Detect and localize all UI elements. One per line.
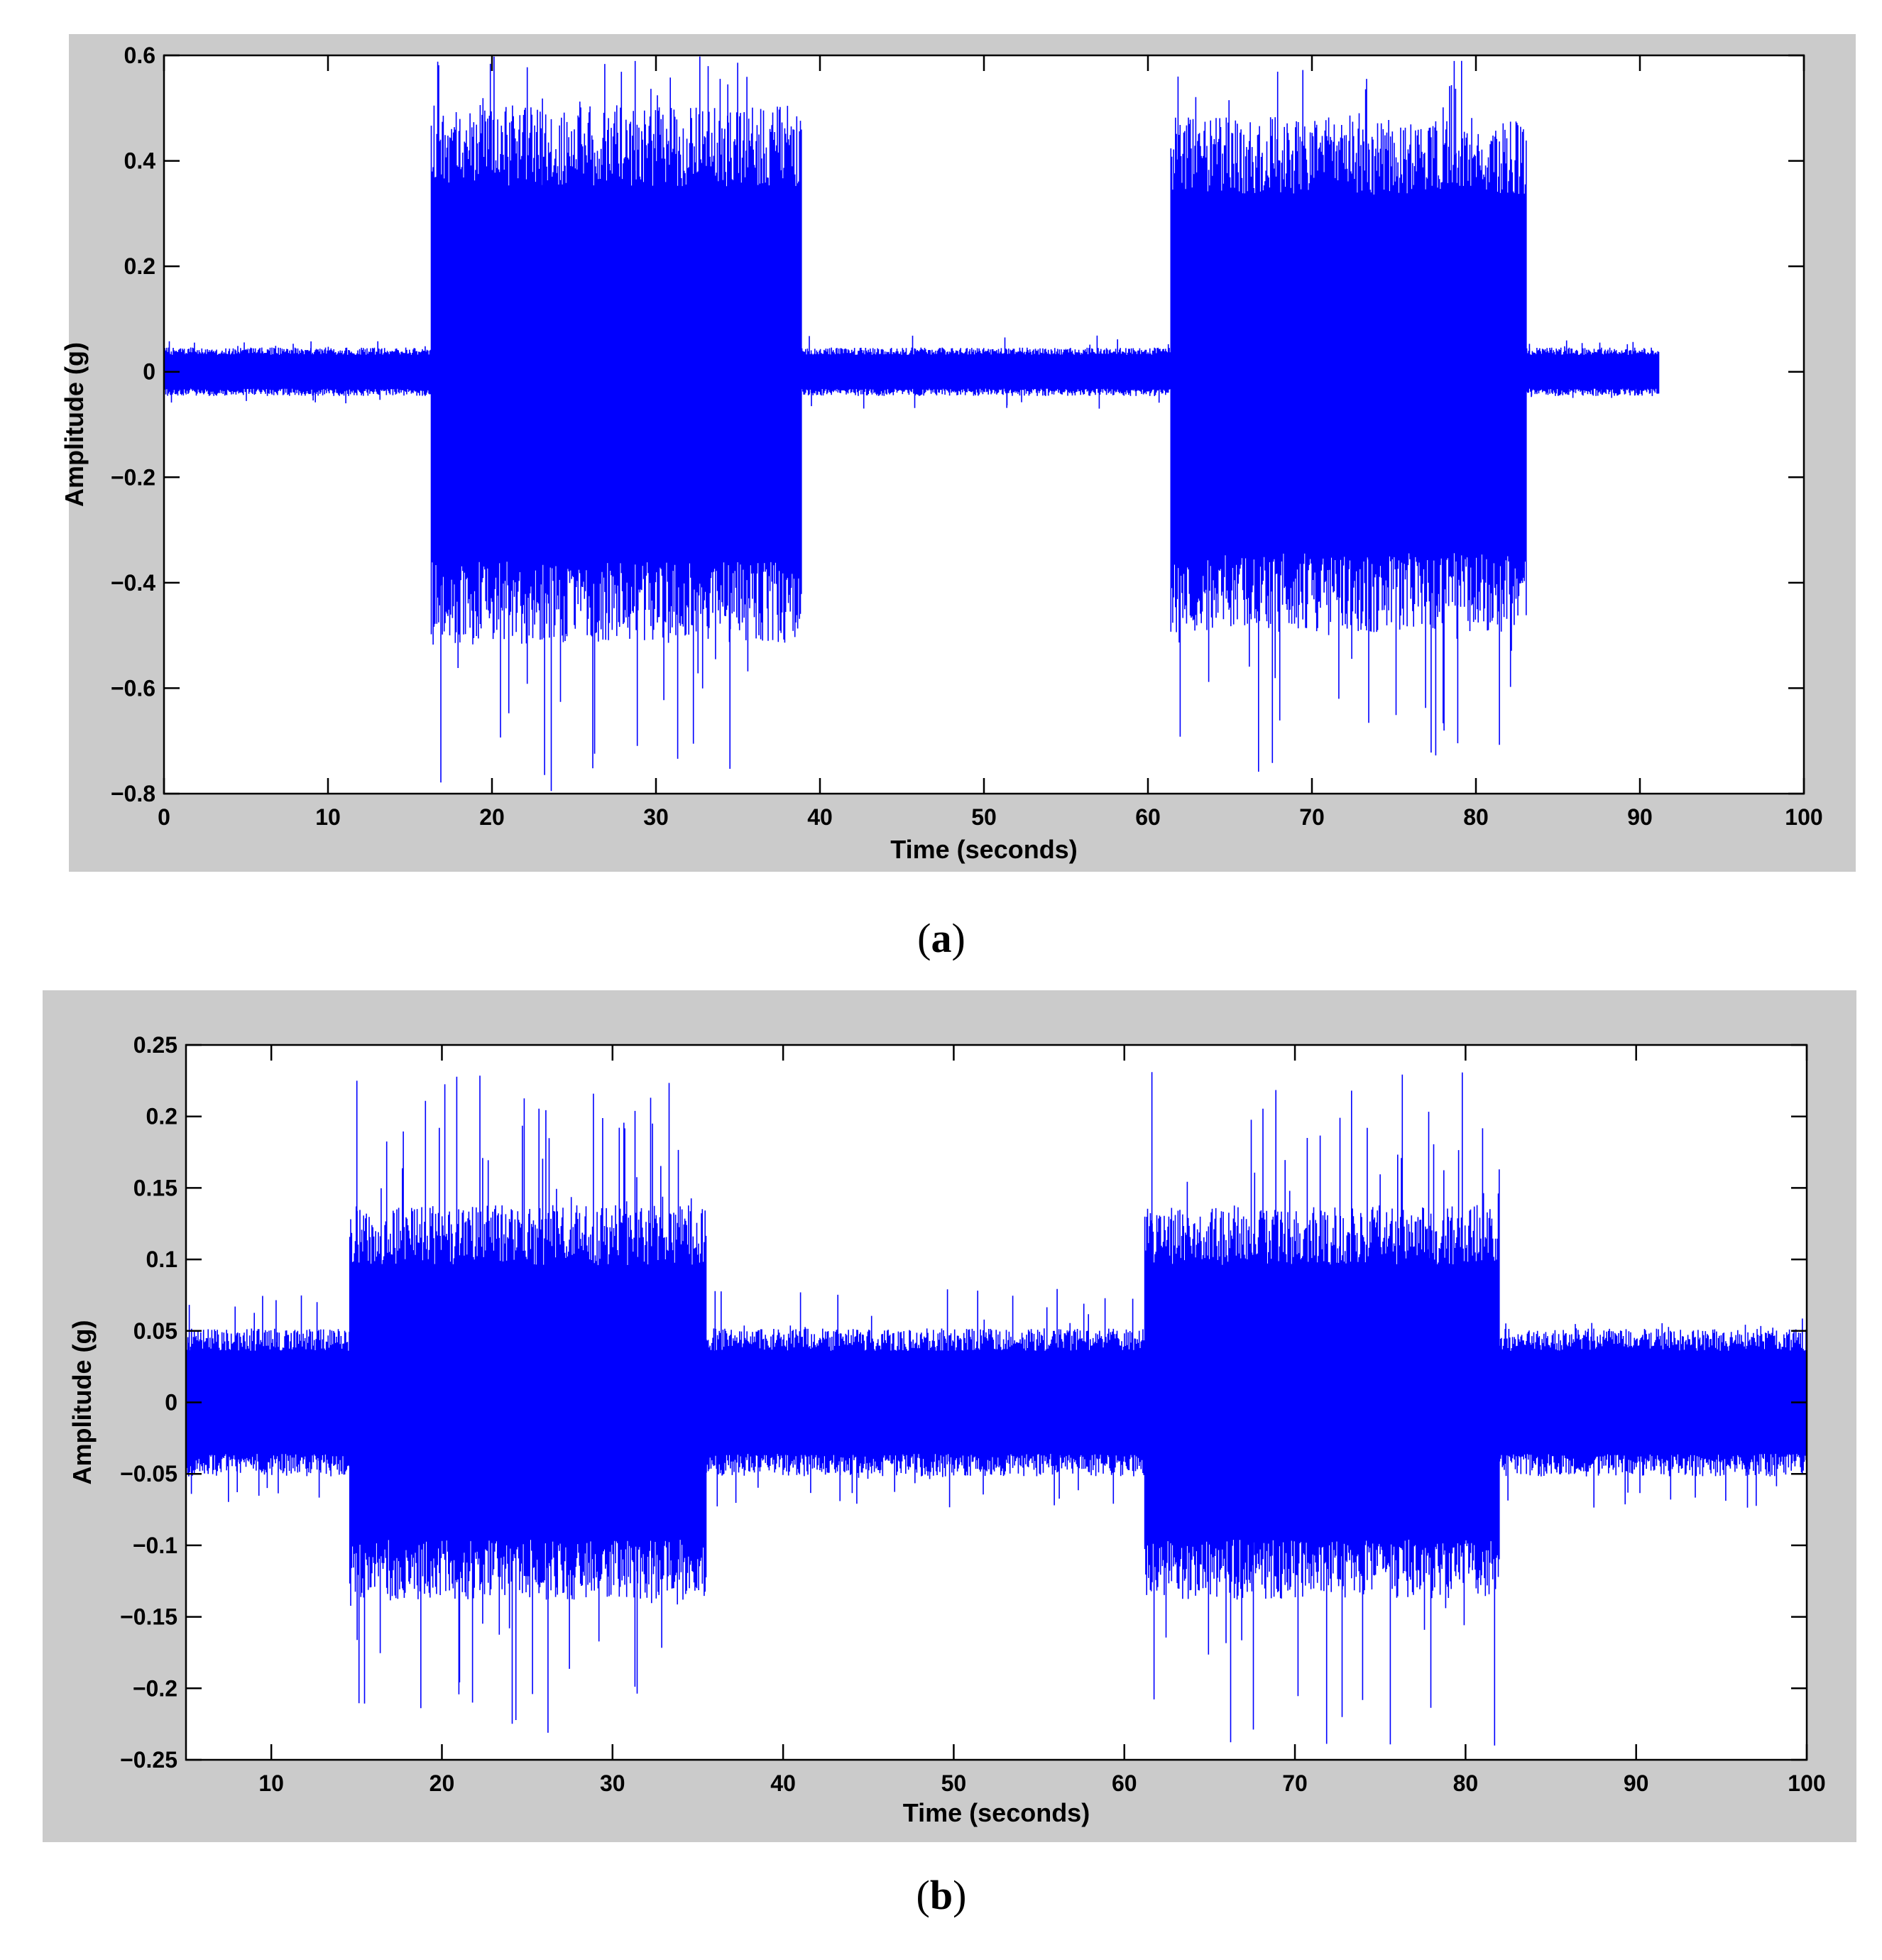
y-tick-label: 0.2 (146, 1104, 177, 1129)
x-tick-label: 10 (258, 1770, 284, 1796)
x-tick-label: 70 (1299, 804, 1325, 830)
y-tick-label: 0.25 (133, 1032, 177, 1058)
y-tick-label: −0.4 (111, 570, 155, 596)
panel-a-caption: (a) (917, 915, 965, 961)
y-tick-label: −0.6 (111, 675, 155, 701)
y-tick-label: −0.8 (111, 781, 155, 806)
y-tick-label: 0.1 (146, 1247, 177, 1272)
x-tick-label: 80 (1463, 804, 1489, 830)
plot-area (164, 55, 1804, 794)
x-tick-label: 40 (807, 804, 833, 830)
x-tick-label: 90 (1624, 1770, 1649, 1796)
x-tick-label: 40 (770, 1770, 796, 1796)
x-tick-label: 0 (158, 804, 170, 830)
signal-series (164, 56, 1660, 792)
y-tick-label: −0.2 (133, 1675, 177, 1701)
y-tick-label: 0 (165, 1390, 177, 1416)
y-tick-label: 0 (143, 359, 155, 385)
y-tick-label: 0.4 (124, 148, 156, 174)
x-tick-label: 10 (315, 804, 341, 830)
y-tick-label: 0.6 (124, 43, 155, 68)
x-axis-label: Time (seconds) (903, 1798, 1090, 1827)
x-tick-label: 30 (643, 804, 669, 830)
panel-b-chart: 10 20 30 40 50 60 70 80 90 100 0.25 0.2 0.15 0.1 0.05 0… (67, 1032, 1826, 1827)
y-tick-label: −0.25 (120, 1747, 177, 1773)
x-tick-label: 20 (430, 1770, 455, 1796)
x-tick-label: 60 (1135, 804, 1161, 830)
panel-a-chart: 0 10 20 30 40 50 60 70 80 90 100 0.6 0.4 0.2 0 −0.2 −0.4… (60, 43, 1823, 864)
x-tick-label: 20 (479, 804, 505, 830)
y-axis-label: Amplitude (g) (60, 342, 89, 507)
y-axis-label: Amplitude (g) (67, 1320, 97, 1485)
y-tick-label: −0.05 (120, 1461, 177, 1487)
panel-b-caption-letter: b (929, 1872, 953, 1918)
x-tick-label: 50 (941, 1770, 967, 1796)
x-axis-label: Time (seconds) (890, 835, 1077, 864)
panel-b-caption: (b) (916, 1872, 967, 1918)
x-tick-label: 70 (1282, 1770, 1308, 1796)
x-tick-label: 50 (971, 804, 997, 830)
y-tick-label: 0.2 (124, 253, 155, 279)
signal-series (186, 1072, 1807, 1746)
x-tick-label: 60 (1112, 1770, 1137, 1796)
x-tick-label: 100 (1785, 804, 1822, 830)
y-tick-label: 0.15 (133, 1175, 177, 1200)
y-tick-label: 0.05 (133, 1318, 177, 1344)
y-tick-label: −0.2 (111, 464, 155, 490)
y-tick-label: −0.1 (133, 1533, 177, 1558)
x-tick-label: 100 (1788, 1770, 1825, 1796)
y-tick-label: −0.15 (120, 1604, 177, 1630)
x-tick-label: 80 (1453, 1770, 1479, 1796)
x-tick-label: 90 (1627, 804, 1653, 830)
x-tick-label: 30 (600, 1770, 625, 1796)
panel-a-caption-letter: a (931, 915, 952, 961)
